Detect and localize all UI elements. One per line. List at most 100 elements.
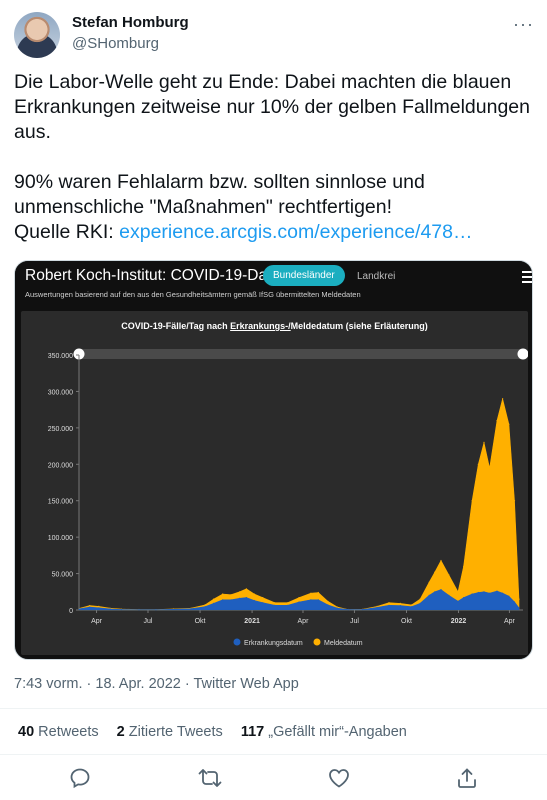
data-point (98, 607, 100, 609)
x-tick-label: Okt (195, 618, 206, 625)
tweet-stats: 40 Retweets 2 Zitierte Tweets 117 „Gefäl… (18, 724, 421, 740)
data-point (419, 598, 421, 600)
data-point (502, 398, 504, 400)
data-point (463, 597, 465, 599)
x-tick-label: Apr (91, 618, 103, 625)
data-point (376, 606, 378, 608)
data-point (89, 606, 91, 608)
data-point (448, 594, 450, 596)
data-point (230, 594, 232, 596)
author-handle[interactable]: @SHomburg (72, 35, 159, 52)
data-point (253, 593, 255, 595)
x-tick-label: Apr (298, 618, 310, 625)
y-tick-label: 250.000 (48, 426, 73, 433)
x-tick-label: Okt (401, 618, 412, 625)
data-point (239, 597, 241, 599)
action-bar (0, 764, 547, 792)
data-point (347, 609, 349, 611)
data-point (457, 591, 459, 593)
data-point (298, 597, 300, 599)
more-horizontal-icon[interactable]: ··· (513, 14, 534, 34)
data-point (274, 604, 276, 606)
author-display-name[interactable]: Stefan Homburg (72, 14, 189, 31)
divider (0, 708, 547, 709)
tweet-link[interactable]: experience.arcgis.com/experience/478… (119, 221, 473, 243)
quotes-stat[interactable]: 2 Zitierte Tweets (117, 724, 223, 740)
reply-icon[interactable] (68, 766, 92, 790)
data-point (518, 598, 520, 600)
chart-title-post: Meldedatum (siehe Erläuterung) (290, 321, 428, 331)
data-point (477, 591, 479, 594)
data-point (496, 590, 498, 592)
data-point (477, 463, 479, 465)
data-point (222, 593, 224, 595)
data-point (502, 592, 504, 594)
data-point (262, 602, 264, 604)
data-point (287, 604, 289, 606)
dashboard-header: Robert Koch-Institut: COVID-19-Das Bunde… (15, 261, 532, 305)
tweet-timestamp[interactable]: 7:43 vorm. · 18. Apr. 2022 · Twitter Web… (14, 676, 299, 692)
data-point (336, 606, 339, 608)
data-point (253, 599, 255, 602)
data-point (434, 591, 436, 593)
menu-icon (522, 271, 532, 283)
like-icon[interactable] (327, 766, 351, 790)
tab-landkreise: Landkrei (357, 271, 396, 282)
data-point (327, 600, 329, 602)
y-tick-label: 0 (69, 608, 73, 615)
x-tick-label: Jul (144, 618, 153, 625)
dashboard-subtitle: Auswertungen basierend auf den aus den G… (25, 290, 361, 299)
chart-panel: 0 50.000 100.000 150.000 200.000 250.000 300.0… (21, 311, 528, 655)
legend-label: Meldedatum (324, 640, 363, 647)
data-point (471, 593, 473, 595)
divider (0, 754, 547, 755)
data-point (508, 423, 510, 425)
chart: 0 50.000 100.000 150.000 200.000 250.000 300.0… (48, 348, 528, 647)
tab-bundeslaender: Bundesländer (263, 265, 345, 286)
data-point (376, 605, 378, 607)
data-point (496, 420, 498, 422)
data-point (204, 604, 206, 606)
data-point (508, 595, 510, 597)
data-point (440, 589, 442, 591)
data-point (155, 609, 157, 611)
data-point (518, 607, 520, 609)
data-point (274, 602, 276, 604)
legend-marker (313, 638, 321, 646)
data-point (513, 500, 516, 502)
avatar[interactable] (14, 12, 60, 58)
data-point (483, 441, 485, 443)
y-tick-label: 350.000 (48, 353, 73, 360)
data-point (428, 594, 430, 596)
data-point (78, 608, 80, 610)
data-point (109, 608, 111, 610)
tweet-header: Stefan Homburg @SHomburg ··· (14, 12, 534, 58)
data-point (513, 601, 516, 603)
data-point (317, 599, 319, 601)
range-slider-handle-left (73, 348, 85, 360)
data-point (222, 599, 224, 601)
y-tick-label: 150.000 (48, 499, 73, 506)
share-icon[interactable] (455, 766, 479, 790)
retweets-count: 40 (18, 724, 35, 740)
likes-stat[interactable]: 117 „Gefällt mir“-Angaben (241, 724, 407, 740)
data-point (310, 592, 312, 594)
retweet-icon[interactable] (198, 766, 222, 790)
retweets-stat[interactable]: 40 Retweets (18, 724, 99, 740)
data-point (399, 602, 401, 604)
data-point (230, 599, 232, 601)
retweets-label: Retweets (34, 724, 99, 740)
data-point (245, 597, 247, 599)
x-tick-label: Apr (504, 618, 516, 625)
likes-label: „Gefällt mir“-Angaben (264, 724, 407, 740)
data-point (190, 608, 192, 610)
media-card[interactable]: Robert Koch-Institut: COVID-19-Das Bunde… (14, 260, 533, 660)
data-point (317, 591, 319, 594)
data-point (483, 591, 485, 593)
data-point (336, 607, 339, 609)
data-point (411, 604, 413, 606)
data-point (204, 606, 206, 608)
data-point (361, 608, 363, 611)
data-point (89, 605, 91, 607)
legend-label: Erkrankungsdatum (244, 640, 303, 647)
